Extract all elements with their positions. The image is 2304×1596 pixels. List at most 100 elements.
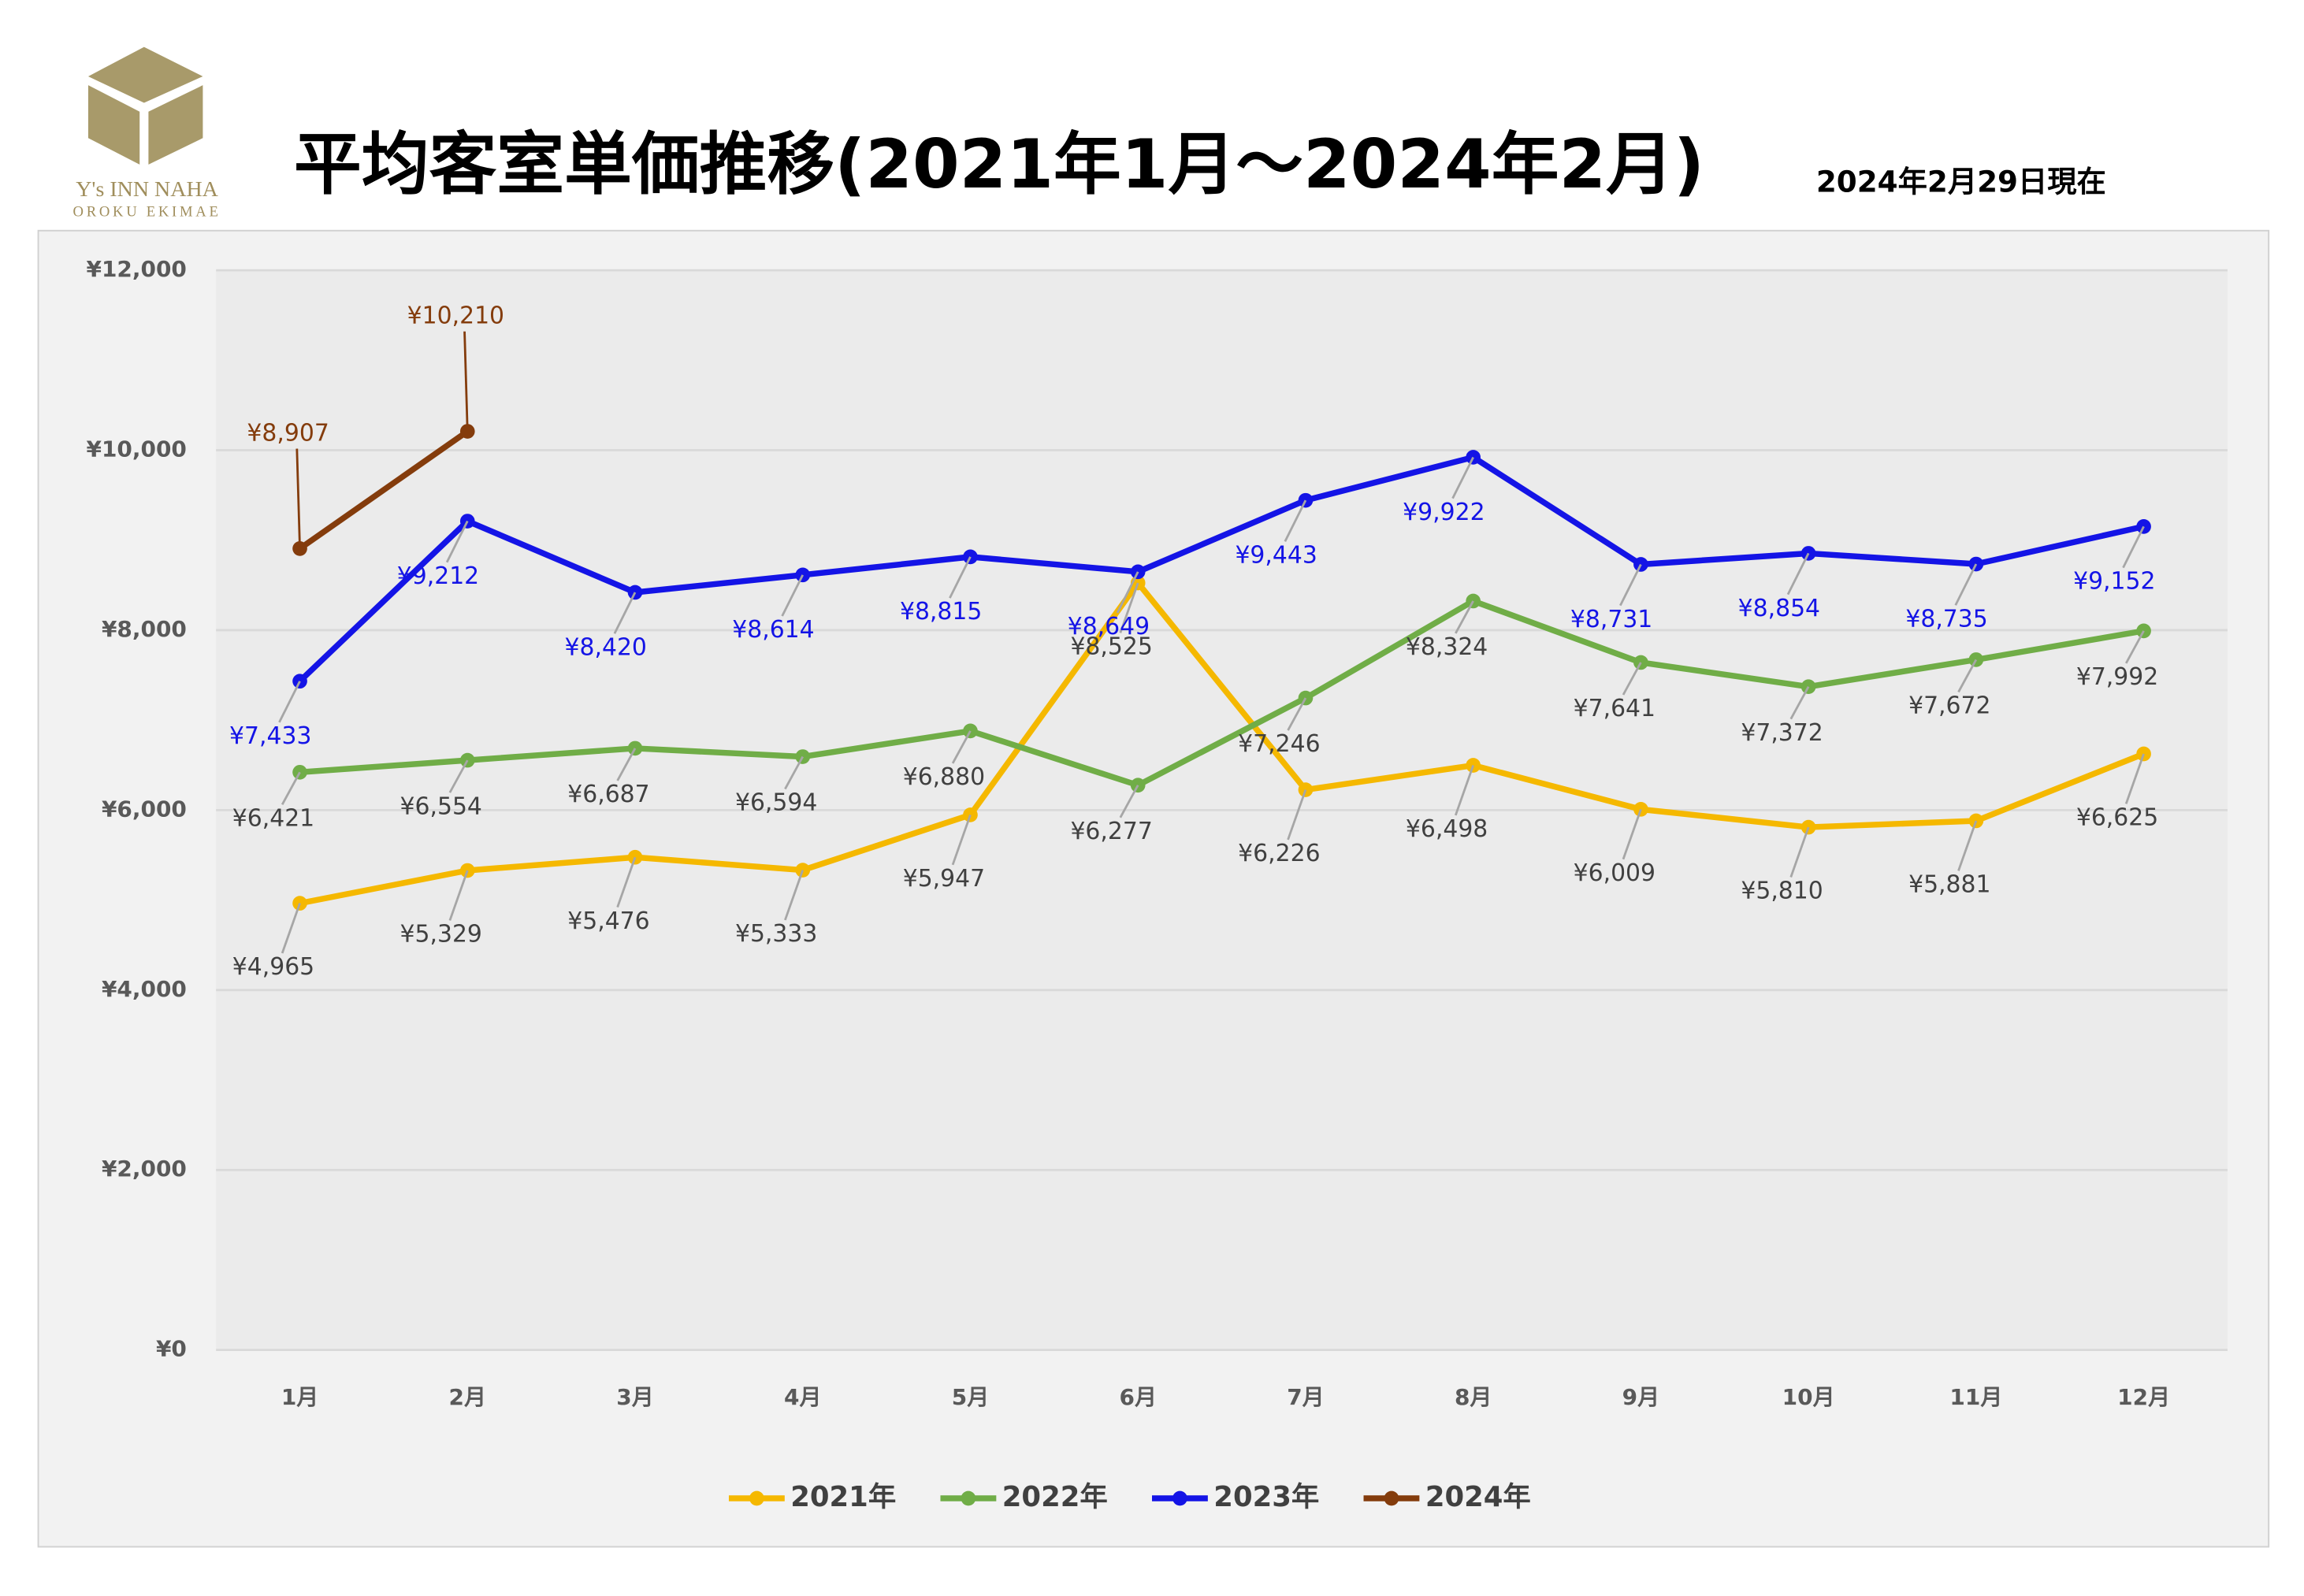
leader-line bbox=[616, 748, 637, 781]
x-tick-label: 9月 bbox=[1622, 1384, 1659, 1410]
data-label: ¥6,277 bbox=[1070, 818, 1152, 845]
series-line bbox=[297, 454, 2145, 684]
data-label: ¥4,965 bbox=[232, 953, 314, 981]
data-label: ¥9,443 bbox=[1235, 542, 1317, 570]
x-tick-label: 2月 bbox=[449, 1384, 486, 1410]
logo: Y's INN NAHA OROKU EKIMAE bbox=[73, 46, 218, 221]
leader-line bbox=[295, 448, 301, 549]
data-point bbox=[292, 541, 307, 556]
data-label: ¥7,992 bbox=[2076, 663, 2158, 691]
data-label: ¥8,815 bbox=[900, 598, 982, 625]
data-label: ¥8,907 bbox=[247, 419, 329, 447]
leader-line bbox=[949, 556, 972, 599]
legend-label: 2022年 bbox=[1002, 1481, 1108, 1513]
data-point bbox=[2136, 746, 2151, 762]
y-tick-label: ¥4,000 bbox=[102, 976, 187, 1002]
leader-line bbox=[1119, 785, 1139, 818]
data-label: ¥8,324 bbox=[1406, 633, 1488, 661]
data-label: ¥7,246 bbox=[1238, 730, 1320, 758]
data-label: ¥5,333 bbox=[735, 920, 817, 948]
data-label: ¥9,152 bbox=[2073, 568, 2155, 596]
leader-line bbox=[1287, 789, 1307, 841]
data-label: ¥9,212 bbox=[397, 562, 479, 590]
data-point bbox=[1968, 813, 1984, 829]
y-tick-label: ¥6,000 bbox=[102, 796, 187, 822]
data-label: ¥8,735 bbox=[1905, 605, 1987, 633]
data-label: ¥7,672 bbox=[1908, 692, 1990, 720]
data-label: ¥6,226 bbox=[1238, 840, 1320, 867]
data-label: ¥6,498 bbox=[1406, 815, 1488, 843]
leader-line bbox=[463, 331, 469, 432]
x-tick-label: 7月 bbox=[1287, 1384, 1324, 1410]
logo-name: Y's INN NAHA bbox=[76, 177, 218, 202]
leader-line bbox=[616, 856, 637, 908]
leader-line bbox=[1619, 563, 1642, 607]
data-point bbox=[1800, 546, 1816, 561]
leader-line bbox=[1957, 659, 1978, 693]
data-label: ¥5,329 bbox=[400, 921, 482, 948]
leader-line bbox=[448, 870, 469, 921]
y-tick-label: ¥2,000 bbox=[102, 1156, 187, 1182]
y-tick-label: ¥12,000 bbox=[86, 256, 186, 282]
leader-line bbox=[1957, 820, 1978, 871]
data-label: ¥6,421 bbox=[232, 804, 314, 832]
leader-line bbox=[448, 759, 469, 793]
data-point bbox=[1800, 819, 1816, 835]
data-label: ¥6,625 bbox=[2076, 804, 2158, 832]
x-tick-label: 4月 bbox=[784, 1384, 821, 1410]
x-tick-label: 10月 bbox=[1782, 1384, 1835, 1410]
x-tick-label: 5月 bbox=[952, 1384, 989, 1410]
series-line bbox=[299, 598, 2145, 789]
leader-line bbox=[781, 574, 804, 617]
x-tick-label: 12月 bbox=[2117, 1384, 2170, 1410]
data-label: ¥6,554 bbox=[400, 792, 482, 820]
x-tick-label: 8月 bbox=[1455, 1384, 1492, 1410]
legend-marker bbox=[961, 1490, 976, 1506]
data-label: ¥8,854 bbox=[1738, 595, 1820, 622]
data-label: ¥6,880 bbox=[903, 763, 985, 791]
data-label: ¥7,433 bbox=[229, 722, 311, 750]
data-label: ¥7,641 bbox=[1574, 695, 1656, 722]
data-label: ¥8,614 bbox=[732, 616, 814, 644]
data-label: ¥5,810 bbox=[1741, 878, 1823, 905]
y-tick-label: ¥8,000 bbox=[102, 616, 187, 642]
leader-line bbox=[445, 520, 469, 563]
data-point bbox=[1298, 782, 1314, 797]
series-line bbox=[299, 580, 2145, 907]
data-label: ¥5,476 bbox=[567, 907, 649, 935]
leader-line bbox=[2124, 753, 2145, 804]
leader-line bbox=[784, 755, 804, 790]
data-label: ¥8,649 bbox=[1068, 613, 1150, 640]
leader-line bbox=[2124, 630, 2145, 664]
data-label: ¥5,881 bbox=[1908, 871, 1990, 899]
leader-line bbox=[281, 903, 301, 954]
data-label: ¥5,947 bbox=[903, 865, 985, 893]
leader-line bbox=[1622, 808, 1642, 860]
leader-line bbox=[1451, 456, 1474, 499]
legend-marker bbox=[1172, 1490, 1187, 1506]
leader-line bbox=[1455, 600, 1474, 634]
data-point bbox=[292, 896, 307, 911]
data-point bbox=[2136, 623, 2151, 639]
leader-line bbox=[278, 681, 301, 723]
data-label: ¥6,687 bbox=[567, 781, 649, 808]
data-point bbox=[2136, 519, 2151, 534]
leader-line bbox=[1116, 571, 1139, 614]
data-label: ¥8,731 bbox=[1570, 606, 1652, 633]
x-tick-label: 1月 bbox=[281, 1384, 318, 1410]
leader-line bbox=[1786, 552, 1810, 596]
leader-line bbox=[951, 814, 972, 866]
legend-marker bbox=[749, 1490, 764, 1506]
data-label: ¥7,372 bbox=[1741, 719, 1823, 747]
y-tick-label: ¥0 bbox=[156, 1336, 187, 1362]
legend-marker bbox=[1384, 1490, 1399, 1506]
leader-line bbox=[1789, 686, 1810, 720]
leader-line bbox=[1454, 765, 1474, 816]
chart-subtitle: 2024年2月29日現在 bbox=[1816, 165, 2106, 199]
logo-cube-left bbox=[87, 85, 140, 165]
leader-line bbox=[1287, 697, 1307, 731]
data-label: ¥8,525 bbox=[1070, 633, 1152, 661]
data-label: ¥10,210 bbox=[407, 302, 504, 330]
x-tick-label: 11月 bbox=[1949, 1384, 2002, 1410]
